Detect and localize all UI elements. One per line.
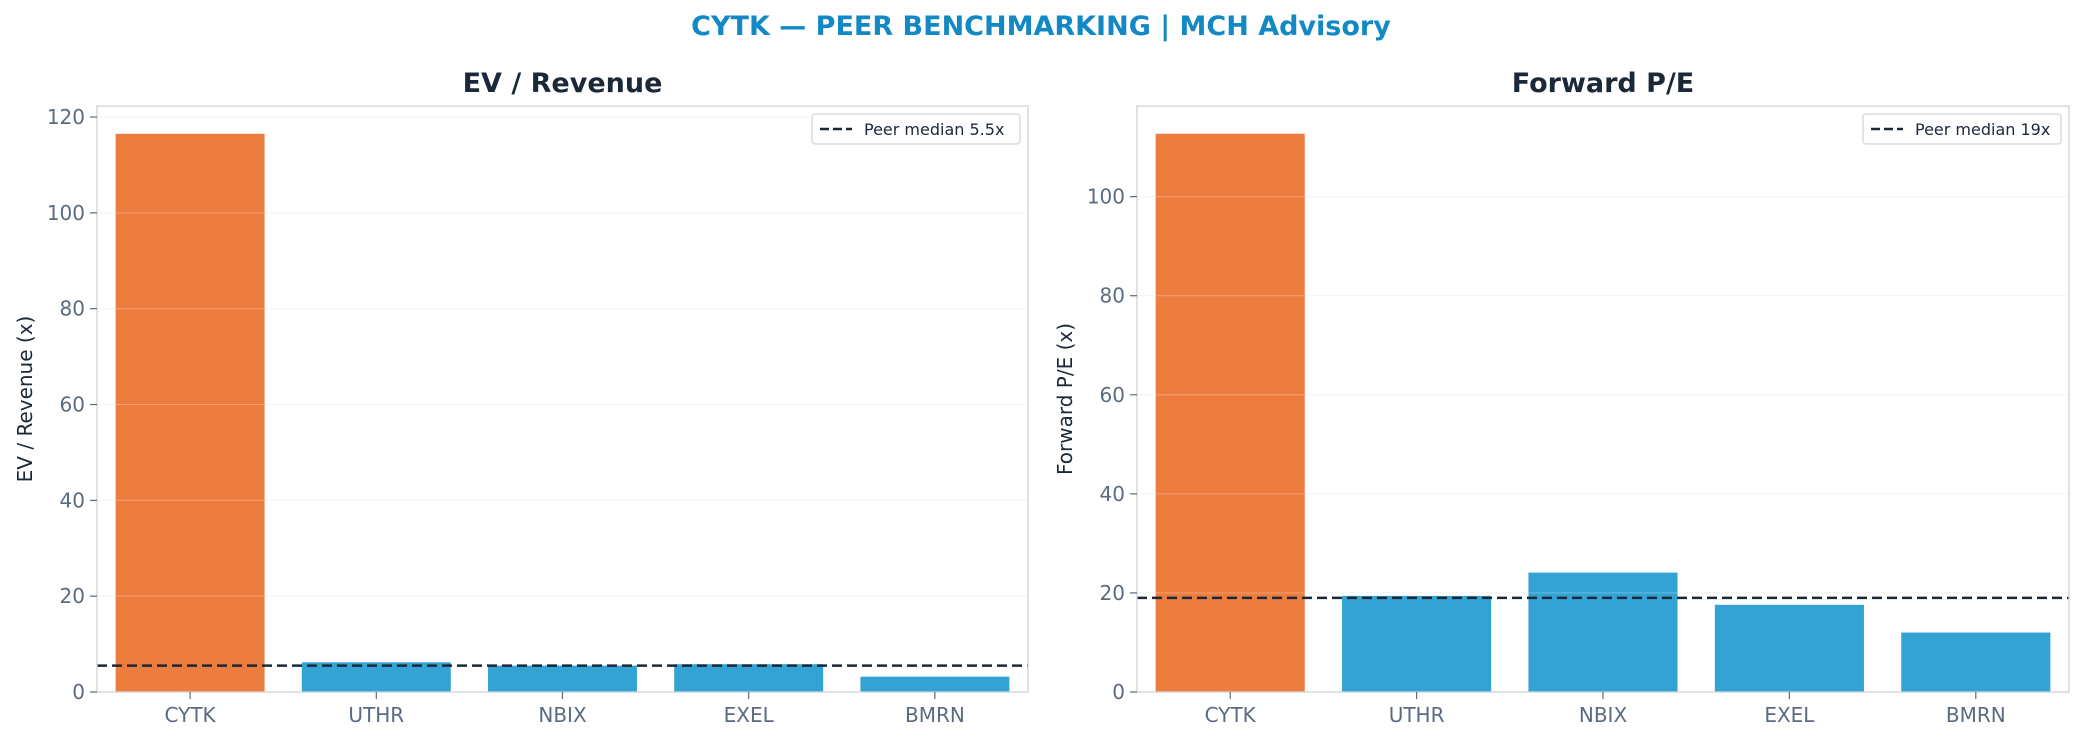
y-tick-label: 100 bbox=[1087, 185, 1125, 209]
x-tick-label: BMRN bbox=[905, 703, 965, 727]
bar-uthr bbox=[301, 662, 451, 692]
y-tick-label: 40 bbox=[60, 488, 85, 512]
y-tick-label: 120 bbox=[47, 105, 85, 129]
bar-nbix bbox=[488, 665, 637, 692]
bar-cytk bbox=[1155, 133, 1305, 693]
y-tick-label: 80 bbox=[1100, 284, 1125, 308]
y-tick-label: 100 bbox=[47, 201, 85, 225]
bar-nbix bbox=[1528, 572, 1678, 692]
chart-panel-forward-pe: Forward P/E 0 20 40 60 80 100 CYTK UTHR NBIX EXEL B… bbox=[1053, 68, 2070, 727]
x-tick-label: EXEL bbox=[1764, 703, 1815, 727]
chart-title: Forward P/E bbox=[1512, 68, 1695, 99]
y-tick-label: 20 bbox=[1100, 581, 1125, 605]
legend-box bbox=[811, 113, 1021, 145]
figure-title: CYTK — PEER BENCHMARKING | MCH Advisory bbox=[691, 11, 1391, 42]
x-tick-label: NBIX bbox=[538, 703, 587, 727]
x-tick-label: CYTK bbox=[1205, 703, 1257, 727]
bar-bmrn bbox=[1901, 632, 2051, 692]
bar-cytk bbox=[115, 133, 265, 693]
bar-exel bbox=[1714, 604, 1864, 692]
y-tick-label: 80 bbox=[60, 297, 85, 321]
y-tick-label: 0 bbox=[1112, 680, 1125, 704]
chart-title: EV / Revenue bbox=[463, 68, 663, 99]
y-tick-label: 60 bbox=[60, 393, 85, 417]
x-tick-label: UTHR bbox=[1389, 703, 1445, 727]
x-tick-label: NBIX bbox=[1579, 703, 1628, 727]
bar-exel bbox=[674, 664, 824, 692]
y-axis-label: EV / Revenue (x) bbox=[13, 316, 37, 483]
y-tick-label: 60 bbox=[1100, 383, 1125, 407]
legend-label: Peer median 5.5x bbox=[864, 120, 1004, 139]
x-tick-label: BMRN bbox=[1946, 703, 2006, 727]
y-tick-label: 40 bbox=[1100, 482, 1125, 506]
chart-panel-ev-revenue: EV / Revenue 0 20 40 60 80 100 120 CYTK UTHR NBIX E… bbox=[13, 68, 1029, 727]
bar-uthr bbox=[1342, 595, 1492, 692]
legend-box bbox=[1862, 113, 2062, 145]
y-tick-label: 0 bbox=[72, 680, 85, 704]
x-tick-label: EXEL bbox=[724, 703, 775, 727]
x-tick-label: UTHR bbox=[348, 703, 404, 727]
legend-label: Peer median 19x bbox=[1915, 120, 2050, 139]
y-axis-label: Forward P/E (x) bbox=[1053, 323, 1077, 475]
x-tick-label: CYTK bbox=[165, 703, 217, 727]
bar-bmrn bbox=[860, 676, 1010, 692]
y-tick-label: 20 bbox=[60, 584, 85, 608]
